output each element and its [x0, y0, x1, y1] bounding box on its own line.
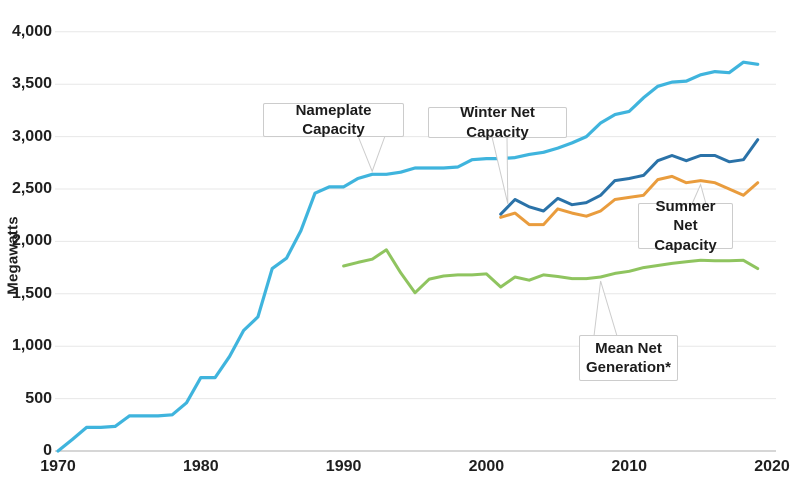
x-tick-1990: 1990: [325, 458, 362, 475]
y-tick-1,500: 1,500: [11, 284, 52, 302]
x-tick-1970: 1970: [40, 458, 76, 475]
y-tick-4,000: 4,000: [11, 22, 52, 40]
y-tick-2,000: 2,000: [11, 232, 52, 250]
annotation-pointer-0: [357, 135, 386, 173]
y-tick-3,500: 3,500: [11, 75, 52, 93]
annotation-nameplate-capacity: Nameplate Capacity: [263, 102, 404, 138]
y-tick-2,500: 2,500: [11, 180, 52, 197]
x-tick-2000: 2000: [468, 458, 505, 475]
series-line-summer-net-capacity: [499, 174, 760, 227]
y-tick-1,000: 1,000: [11, 337, 52, 355]
y-tick-500: 500: [25, 389, 52, 407]
y-tick-3,000: 3,000: [11, 127, 52, 145]
x-tick-1980: 1980: [183, 458, 219, 475]
y-tick-0: 0: [43, 442, 52, 459]
annotation-pointer-3: [593, 280, 618, 337]
series-line-mean-net-generation: [342, 248, 760, 295]
annotation-winter-net-capacity: Winter Net Capacity: [428, 104, 567, 141]
annotation-summer-net-capacity: Summer Net Capacity: [638, 198, 733, 254]
annotation-pointer-1: [491, 136, 509, 204]
series-line-nameplate-capacity: [56, 60, 760, 453]
x-tick-2010: 2010: [611, 458, 647, 475]
x-tick-2020: 2020: [754, 458, 790, 475]
annotation-mean-net-generation: Mean Net Generation*: [579, 335, 678, 381]
series-line-winter-net-capacity: [499, 138, 760, 216]
